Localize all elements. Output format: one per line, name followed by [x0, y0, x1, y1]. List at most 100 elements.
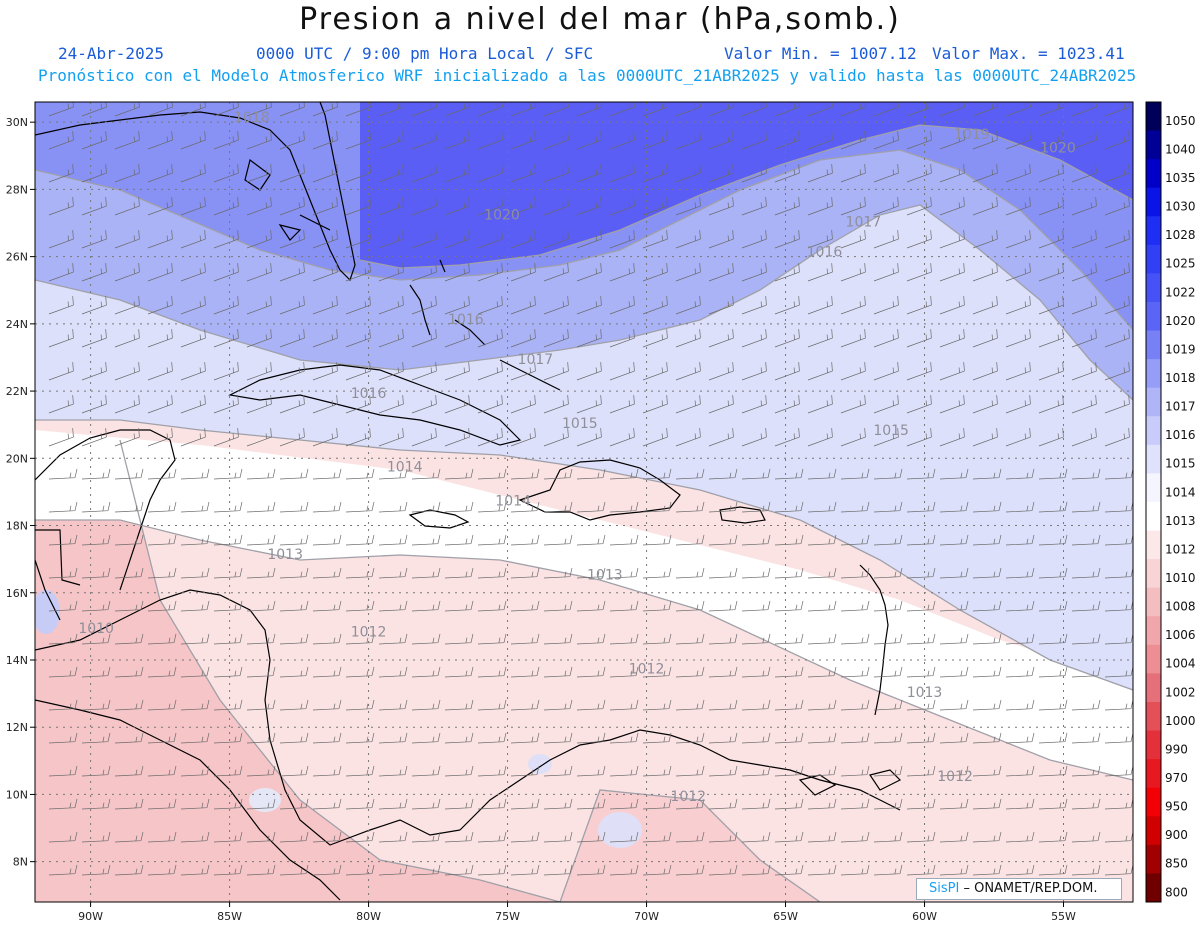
colorbar-label: 1010 [1165, 571, 1196, 585]
lat-lon-grid [35, 102, 1133, 902]
isobar-label: 1014 [387, 460, 423, 476]
lat-tick-label: 18N [6, 520, 28, 533]
lon-tick-label: 70W [634, 910, 659, 923]
lon-tick-label: 85W [217, 910, 242, 923]
colorbar-label: 850 [1165, 857, 1188, 871]
isobar-label: 1020 [484, 208, 520, 224]
colorbar-swatch [1146, 616, 1161, 646]
colorbar-label: 970 [1165, 771, 1188, 785]
local-blob-venezuela [598, 812, 642, 848]
wind-barbs [48, 102, 1133, 876]
colorbar-label: 1004 [1165, 657, 1196, 671]
colorbar-swatch [1146, 787, 1161, 817]
credit-box: SisPI – ONAMET/REP.DOM. [916, 878, 1122, 900]
neutral-pressure-band [35, 430, 1133, 780]
colorbar-label: 800 [1165, 885, 1188, 899]
colorbar-label: 1020 [1165, 314, 1196, 328]
isobar-label: 1019 [954, 127, 990, 143]
isobar-label: 1012 [351, 624, 387, 640]
lat-tick-label: 10N [6, 788, 28, 801]
colorbar-swatch [1146, 759, 1161, 789]
isobar-label: 1013 [907, 685, 943, 701]
colorbar-swatch [1146, 102, 1161, 132]
colorbar-label: 1025 [1165, 257, 1196, 271]
colorbar-label: 1008 [1165, 600, 1196, 614]
colorbar-label: 1000 [1165, 714, 1196, 728]
credit-brand: SisPI [929, 881, 960, 896]
colorbar-swatch [1146, 844, 1161, 874]
map-frame [34, 101, 1134, 903]
local-blob-maracaibo [528, 754, 552, 774]
lon-tick-label: 75W [495, 910, 520, 923]
lon-tick-label: 90W [78, 910, 103, 923]
colorbar-frame [1145, 101, 1162, 903]
colorbar-swatch [1146, 273, 1161, 303]
forecast-date: 24-Abr-2025 [58, 44, 164, 63]
isobar-label: 1016 [807, 245, 843, 261]
colorbar-swatch [1146, 302, 1161, 332]
colorbar-label: 950 [1165, 800, 1188, 814]
colorbar-swatch [1146, 530, 1161, 560]
isobar-label: 1017 [846, 214, 882, 230]
isobar-label: 1014 [495, 493, 531, 509]
colorbar-swatch [1146, 730, 1161, 760]
local-high-blob [35, 590, 60, 634]
isobar-label: 1010 [78, 621, 114, 637]
lat-tick-label: 14N [6, 654, 28, 667]
lon-tick-label: 55W [1051, 910, 1076, 923]
isobar-label: 1016 [351, 386, 387, 402]
colorbar-label: 1030 [1165, 200, 1196, 214]
colorbar-swatch [1146, 473, 1161, 503]
isobar-label: 1013 [267, 547, 303, 563]
colorbar-label: 1015 [1165, 457, 1196, 471]
colorbar-swatch [1146, 673, 1161, 703]
isobar-label: 1015 [873, 423, 909, 439]
map-title: Presion a nivel del mar (hPa,somb.) [299, 2, 901, 37]
colorbar-label: 1018 [1165, 371, 1196, 385]
colorbar-label: 1006 [1165, 628, 1196, 642]
colorbar-label: 1014 [1165, 485, 1196, 499]
lat-tick-label: 22N [6, 385, 28, 398]
isobar-label: 1015 [562, 416, 598, 432]
colorbar-label: 1022 [1165, 285, 1196, 299]
colorbar-swatch [1146, 244, 1161, 274]
colorbar-label: 1040 [1165, 142, 1196, 156]
colorbar-label: 1016 [1165, 428, 1196, 442]
colorbar-label: 1019 [1165, 342, 1196, 356]
isobar-label: 1018 [234, 110, 270, 126]
isobar-label: 1017 [518, 352, 554, 368]
colorbar-swatch [1146, 587, 1161, 617]
colorbar-label: 900 [1165, 828, 1188, 842]
axis-ticks: 90W 85W 80W 75W 70W 65W 60W 55W 8N 10N 12N 14N 16N 18… [6, 116, 1076, 923]
min-value: Valor Min. = 1007.12 [724, 44, 917, 63]
isobar-label: 1020 [1040, 140, 1076, 156]
colorbar-label: 1012 [1165, 542, 1196, 556]
credit-text: – ONAMET/REP.DOM. [963, 881, 1098, 896]
max-value: Valor Max. = 1023.41 [932, 44, 1125, 63]
colorbar-swatch [1146, 359, 1161, 389]
colorbar-label: 1017 [1165, 400, 1196, 414]
lat-tick-label: 26N [6, 251, 28, 264]
colorbar-label: 1035 [1165, 171, 1196, 185]
isobar-label: 1016 [448, 312, 484, 328]
colorbar-label: 1013 [1165, 514, 1196, 528]
colorbar-swatch [1146, 330, 1161, 360]
colorbar-swatch [1146, 702, 1161, 732]
forecast-description: Pronóstico con el Modelo Atmosferico WRF… [38, 66, 1137, 85]
colorbar-swatch [1146, 502, 1161, 532]
colorbar-swatch [1146, 559, 1161, 589]
lat-tick-label: 20N [6, 452, 28, 465]
colorbar-swatch [1146, 816, 1161, 846]
colorbar-label: 990 [1165, 742, 1188, 756]
colorbar-swatch [1146, 444, 1161, 474]
lon-tick-label: 60W [912, 910, 937, 923]
colorbar-swatch [1146, 873, 1161, 903]
highest-pressure-region [360, 102, 1133, 268]
colorbar: 1050 1040 1035 1030 1028 1025 1022 1020 1019 1018… [1145, 101, 1196, 903]
colorbar-swatch [1146, 130, 1161, 160]
lat-tick-label: 8N [13, 856, 28, 869]
colorbar-swatch [1146, 187, 1161, 217]
